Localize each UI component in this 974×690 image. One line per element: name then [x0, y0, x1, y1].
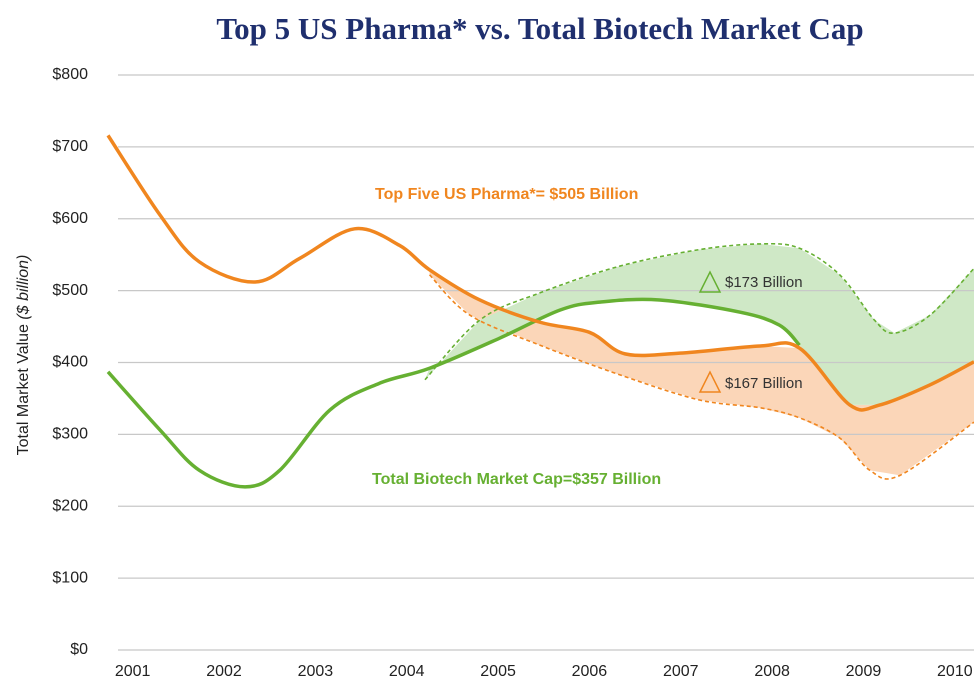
annotation: Top Five US Pharma*= $505 Billion: [375, 186, 638, 203]
x-tick-label: 2007: [663, 663, 699, 680]
annotation: $167 Billion: [725, 375, 803, 392]
y-tick-label: $700: [52, 138, 88, 155]
x-tick-label: 2009: [846, 663, 882, 680]
y-axis-label-unit: ($ billion): [15, 255, 32, 320]
x-tick-label: 2005: [480, 663, 516, 680]
band: [429, 269, 974, 476]
projection-line: [428, 274, 974, 480]
series-line: [106, 134, 974, 412]
lines: [106, 134, 974, 489]
x-tick-label: 2004: [389, 663, 425, 680]
annotation: $173 Billion: [725, 274, 803, 291]
x-tick-label: 2001: [115, 663, 151, 680]
chart-title: Top 5 US Pharma* vs. Total Biotech Marke…: [216, 11, 863, 46]
y-tick-label: $500: [52, 282, 88, 299]
x-tick-label: 2002: [206, 663, 242, 680]
delta-icon: [698, 270, 722, 293]
projection-line: [424, 242, 974, 381]
delta-icon: [698, 370, 722, 393]
y-tick-label: $200: [52, 497, 88, 514]
y-tick-label: $600: [52, 210, 88, 227]
y-tick-label: $300: [52, 426, 88, 443]
x-tick-label: 2008: [754, 663, 790, 680]
x-tick-label: 2003: [298, 663, 334, 680]
band: [424, 243, 974, 405]
y-tick-label: $400: [52, 354, 88, 371]
y-tick-label: $100: [52, 569, 88, 586]
grid: [118, 74, 974, 651]
y-axis-label-main: Total Market Value: [15, 324, 32, 455]
bands: [424, 243, 974, 476]
y-tick-label: $0: [70, 641, 88, 658]
x-tick-label: 2010: [937, 663, 973, 680]
series-line: [106, 297, 801, 489]
x-tick-label: 2006: [572, 663, 608, 680]
y-axis-label: Total Market Value ($ billion): [15, 255, 32, 456]
annotation: Total Biotech Market Cap=$357 Billion: [372, 471, 661, 488]
y-tick-label: $800: [52, 66, 88, 83]
